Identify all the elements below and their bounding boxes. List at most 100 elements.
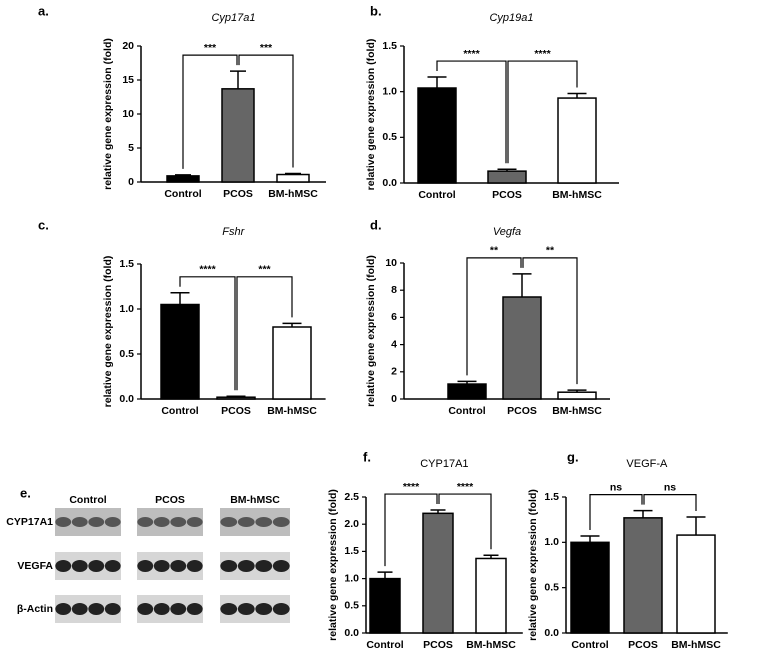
x-tick-label: Control <box>448 405 485 417</box>
y-tick-label: 6 <box>391 311 397 323</box>
y-tick-label: 1.0 <box>344 572 359 584</box>
error-bar <box>483 554 499 559</box>
blot-band <box>237 603 255 615</box>
x-tick-label: Control <box>161 405 198 417</box>
panel-letter: d. <box>370 217 382 232</box>
chart-title: Cyp19a1 <box>489 12 533 24</box>
panel-letter: b. <box>370 3 382 18</box>
x-tick-label: Control <box>571 639 608 649</box>
significance-bracket <box>182 54 238 169</box>
blot-band <box>255 517 273 527</box>
y-tick-label: 1.0 <box>382 85 397 97</box>
x-tick-label: BM-hMSC <box>552 189 602 201</box>
significance-bracket <box>507 60 578 164</box>
blot-band <box>71 560 88 572</box>
chart-title: Vegfa <box>493 226 521 238</box>
blot-band <box>153 603 170 615</box>
y-tick-label: 0 <box>128 176 134 188</box>
bar <box>422 512 454 634</box>
significance-bracket <box>384 493 438 567</box>
bar <box>166 175 200 183</box>
bar <box>623 517 663 634</box>
x-tick-label: PCOS <box>223 188 253 200</box>
y-tick-label: 0.5 <box>382 131 397 143</box>
blot-band <box>272 603 290 615</box>
chart-title: Cyp17a1 <box>211 12 255 24</box>
error-bar <box>633 509 653 518</box>
blot-row: VEGFA <box>17 560 53 572</box>
y-tick-label: 0 <box>391 393 397 405</box>
bar <box>447 383 487 400</box>
significance-label: *** <box>260 42 273 54</box>
significance-bracket <box>438 493 492 550</box>
panel: f. CYP17A1 relative gene expression (fold)… <box>327 449 523 649</box>
bar <box>676 534 716 634</box>
chart-title: CYP17A1 <box>420 458 468 470</box>
blot-band <box>71 603 88 615</box>
significance-bracket <box>466 257 522 376</box>
blot-band <box>104 603 121 615</box>
significance-label: ns <box>664 481 676 493</box>
y-tick-label: 2 <box>391 366 397 378</box>
x-tick-label: BM-hMSC <box>268 188 318 200</box>
bar <box>487 170 527 184</box>
panel-letter: a. <box>38 3 49 18</box>
panel-letter: f. <box>363 449 371 464</box>
panel: b. Cyp19a1 relative gene expression (fold)… <box>365 3 619 201</box>
blot-band <box>220 603 238 615</box>
y-tick-label: 1.5 <box>344 545 359 557</box>
y-tick-label: 0.5 <box>119 348 134 360</box>
significance-label: **** <box>534 48 551 60</box>
y-tick-label: 1.5 <box>119 258 134 270</box>
panel-letter: c. <box>38 217 49 232</box>
error-bar <box>567 92 587 99</box>
bar <box>475 557 507 634</box>
significance-label: ns <box>610 481 622 493</box>
x-tick-label: Control <box>366 639 403 649</box>
blot-band <box>104 560 121 572</box>
x-tick-label: BM-hMSC <box>552 405 602 417</box>
y-tick-label: 1.0 <box>119 303 134 315</box>
blot-band <box>186 560 203 572</box>
significance-label: **** <box>457 481 474 493</box>
error-bar <box>686 516 706 536</box>
y-tick-label: 2.0 <box>344 518 359 530</box>
error-bar <box>427 76 447 89</box>
blot-band <box>137 517 154 527</box>
blot-band <box>88 560 105 572</box>
significance-bracket <box>236 276 293 391</box>
error-bar <box>230 70 246 89</box>
bar <box>160 303 200 400</box>
error-bar <box>377 571 393 579</box>
bar <box>417 87 457 184</box>
significance-label: ** <box>546 245 555 257</box>
blot-band <box>153 517 170 527</box>
blot-band <box>153 560 170 572</box>
bar <box>221 88 255 183</box>
blot-band <box>170 560 187 572</box>
panel: c. Fshr relative gene expression (fold) 0.0… <box>38 217 326 417</box>
significance-label: **** <box>463 48 480 60</box>
significance-label: *** <box>204 42 217 54</box>
error-bar <box>170 292 190 305</box>
y-tick-label: 0.0 <box>544 627 559 639</box>
significance-bracket <box>589 494 643 530</box>
blot-column: Control <box>69 494 106 506</box>
y-axis-label: relative gene expression (fold) <box>365 255 377 407</box>
error-bar <box>175 174 191 176</box>
bar <box>272 326 312 400</box>
panel: d. Vegfa relative gene expression (fold) 0 2… <box>365 217 610 417</box>
error-bar <box>580 535 600 543</box>
chart-title: VEGF-A <box>626 458 668 470</box>
x-tick-label: PCOS <box>492 189 522 201</box>
y-tick-label: 1.5 <box>382 40 397 52</box>
blot-column: PCOS <box>155 494 185 506</box>
blot-band <box>170 517 187 527</box>
blot-band <box>88 517 105 527</box>
blot-band <box>255 603 273 615</box>
blot-band <box>55 560 72 572</box>
bar <box>570 541 610 634</box>
y-tick-label: 0.0 <box>344 627 359 639</box>
blot-band <box>88 603 105 615</box>
blot-band <box>137 560 154 572</box>
